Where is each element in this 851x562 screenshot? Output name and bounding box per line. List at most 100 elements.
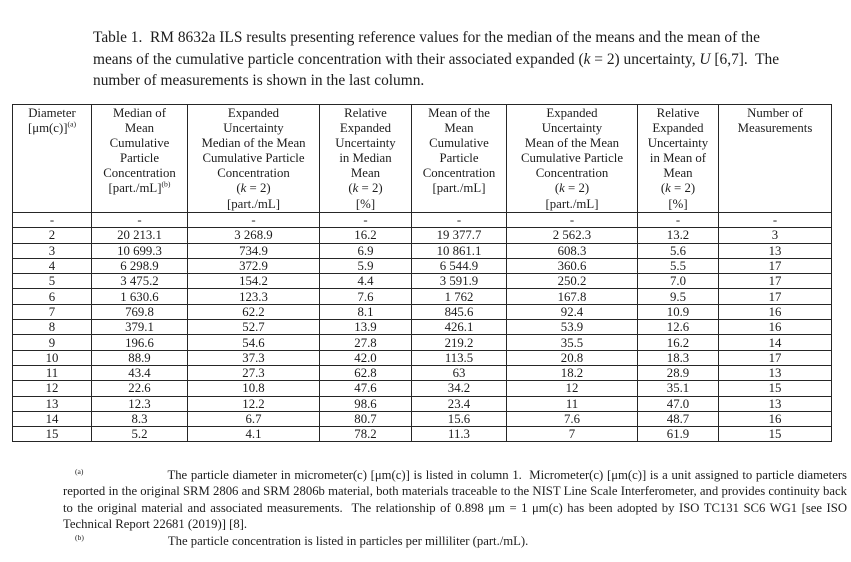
header-line: Cumulative Particle [190, 151, 317, 166]
header-expanded-uncertainty-median: Expanded Uncertainty Median of the Mean Cum… [187, 104, 320, 213]
cell: 7 [506, 426, 638, 443]
cell: 43.4 [91, 364, 188, 382]
cell: - [187, 211, 320, 229]
cell: 80.7 [319, 410, 412, 428]
text-segment: [%] [355, 196, 376, 211]
cell: 10 861.1 [411, 242, 507, 259]
cell: 219.2 [411, 334, 507, 351]
cell: 53.9 [506, 319, 638, 336]
text-segment: k [559, 181, 565, 196]
cell: 7.6 [506, 410, 638, 428]
text-segment: Expanded [546, 106, 598, 120]
cell: 13.2 [637, 227, 719, 244]
text-segment: Mean of the [428, 106, 490, 120]
text-segment: [part./mL] [227, 196, 280, 211]
text-segment: = 2) [670, 181, 696, 196]
cell: 15 [12, 426, 92, 443]
header-line: Concentration [414, 166, 504, 181]
cell: 88.9 [91, 349, 188, 366]
header-line: Particle [94, 151, 185, 166]
cell: 20 213.1 [91, 227, 188, 244]
table-row: 14 8.3 6.7 80.7 15.6 7.6 48.7 16 [12, 410, 832, 428]
table-body: - - - - - - - -2 20 213.1 3 268.9 16.2 19 377.7 2 56… [12, 211, 832, 443]
text-segment: Cumulative Particle [202, 151, 305, 166]
header-line: (k = 2) [509, 181, 635, 196]
text-segment: k [352, 181, 359, 196]
header-line: Mean [640, 166, 716, 181]
cell: 12.3 [91, 395, 188, 412]
text-segment: ( [660, 181, 666, 196]
header-line: Concentration [190, 166, 317, 181]
cell: 92.4 [506, 303, 638, 321]
text-segment: Number of [747, 106, 803, 120]
cell: 3 [718, 227, 832, 244]
footnote-b: (b) The particle concentration is listed … [63, 533, 847, 549]
cell: 8.3 [91, 410, 188, 428]
text-segment: = 2) [564, 181, 590, 196]
footnotes: (a) The particle diameter in micrometer(c… [63, 467, 847, 549]
cell: 3 475.2 [91, 273, 188, 290]
header-line: Median of [94, 106, 185, 121]
header-line: Expanded [509, 106, 635, 121]
cell: 250.2 [506, 273, 638, 290]
header-line: Cumulative [94, 136, 185, 151]
text-segment: [%] [668, 196, 688, 211]
text-segment: Mean [444, 121, 474, 136]
cell: 16 [718, 303, 832, 321]
text-segment: Expanded [227, 106, 280, 120]
cell: 3 [12, 242, 92, 259]
superscript-marker: (a) [67, 119, 77, 129]
cell: 54.6 [187, 334, 320, 351]
cell: 62.2 [187, 303, 320, 321]
table-row: 2 20 213.1 3 268.9 16.2 19 377.7 2 562.3 13.2 3 [12, 227, 832, 244]
cell: 47.6 [319, 380, 412, 397]
header-line: Median of the Mean [190, 136, 317, 151]
header-line: in Median [322, 151, 409, 166]
cell: 154.2 [187, 273, 320, 290]
cell: 6.7 [187, 410, 320, 428]
text-segment: = 2) [246, 181, 271, 196]
header-line: [part./mL] [414, 181, 504, 196]
superscript-marker: (b) [161, 180, 171, 190]
text-segment: [6,7]. The number of measurements is sho… [93, 50, 783, 90]
header-row: Diameter [μm(c)](a) Median of Mean Cumulati… [12, 104, 832, 213]
table-header: Diameter [μm(c)](a) Median of Mean Cumulati… [12, 104, 832, 213]
table-row: 7 769.8 62.2 8.1 845.6 92.4 10.9 16 [12, 303, 832, 321]
cell: 27.8 [319, 334, 412, 351]
cell: 17 [718, 273, 832, 290]
cell: 7.0 [637, 273, 719, 290]
text-segment: k [240, 181, 247, 196]
footnote-a: (a) The particle diameter in micrometer(c… [63, 467, 847, 533]
cell: 7 [12, 303, 92, 321]
text-segment: [μm(c)] [27, 121, 68, 136]
cell: 10 [12, 349, 92, 366]
cell: 35.1 [637, 380, 719, 397]
cell: 52.7 [187, 319, 320, 336]
cell: 1 630.6 [91, 288, 188, 305]
header-line: Particle [414, 151, 504, 166]
table-row: 3 10 699.3 734.9 6.9 10 861.1 608.3 5.6 13 [12, 242, 832, 259]
header-line: Uncertainty [509, 121, 635, 136]
text-segment: Uncertainty [647, 136, 709, 151]
cell: 42.0 [319, 349, 412, 366]
cell: 18.2 [506, 364, 638, 382]
table-row: 15 5.2 4.1 78.2 11.3 7 61.9 15 [12, 426, 832, 443]
cell: 34.2 [411, 380, 507, 397]
cell: 16 [718, 410, 832, 428]
cell: - [12, 211, 92, 229]
table-caption: Table 1. RM 8632a ILS results presenting… [93, 27, 787, 92]
cell: 426.1 [411, 319, 507, 336]
text-segment: in Mean of [649, 151, 707, 166]
table-row: 12 22.6 10.8 47.6 34.2 12 35.1 15 [12, 380, 832, 397]
cell: - [637, 211, 719, 229]
text-segment: Cumulative Particle [521, 151, 623, 166]
text-segment: Mean [350, 166, 381, 181]
header-line: [%] [640, 197, 716, 212]
cell: 6 298.9 [91, 257, 188, 275]
cell: 379.1 [91, 319, 188, 336]
text-segment: Median of [113, 106, 166, 120]
cell: 13 [718, 395, 832, 412]
header-line: Expanded [640, 121, 716, 136]
text-segment: in Median [339, 151, 392, 166]
